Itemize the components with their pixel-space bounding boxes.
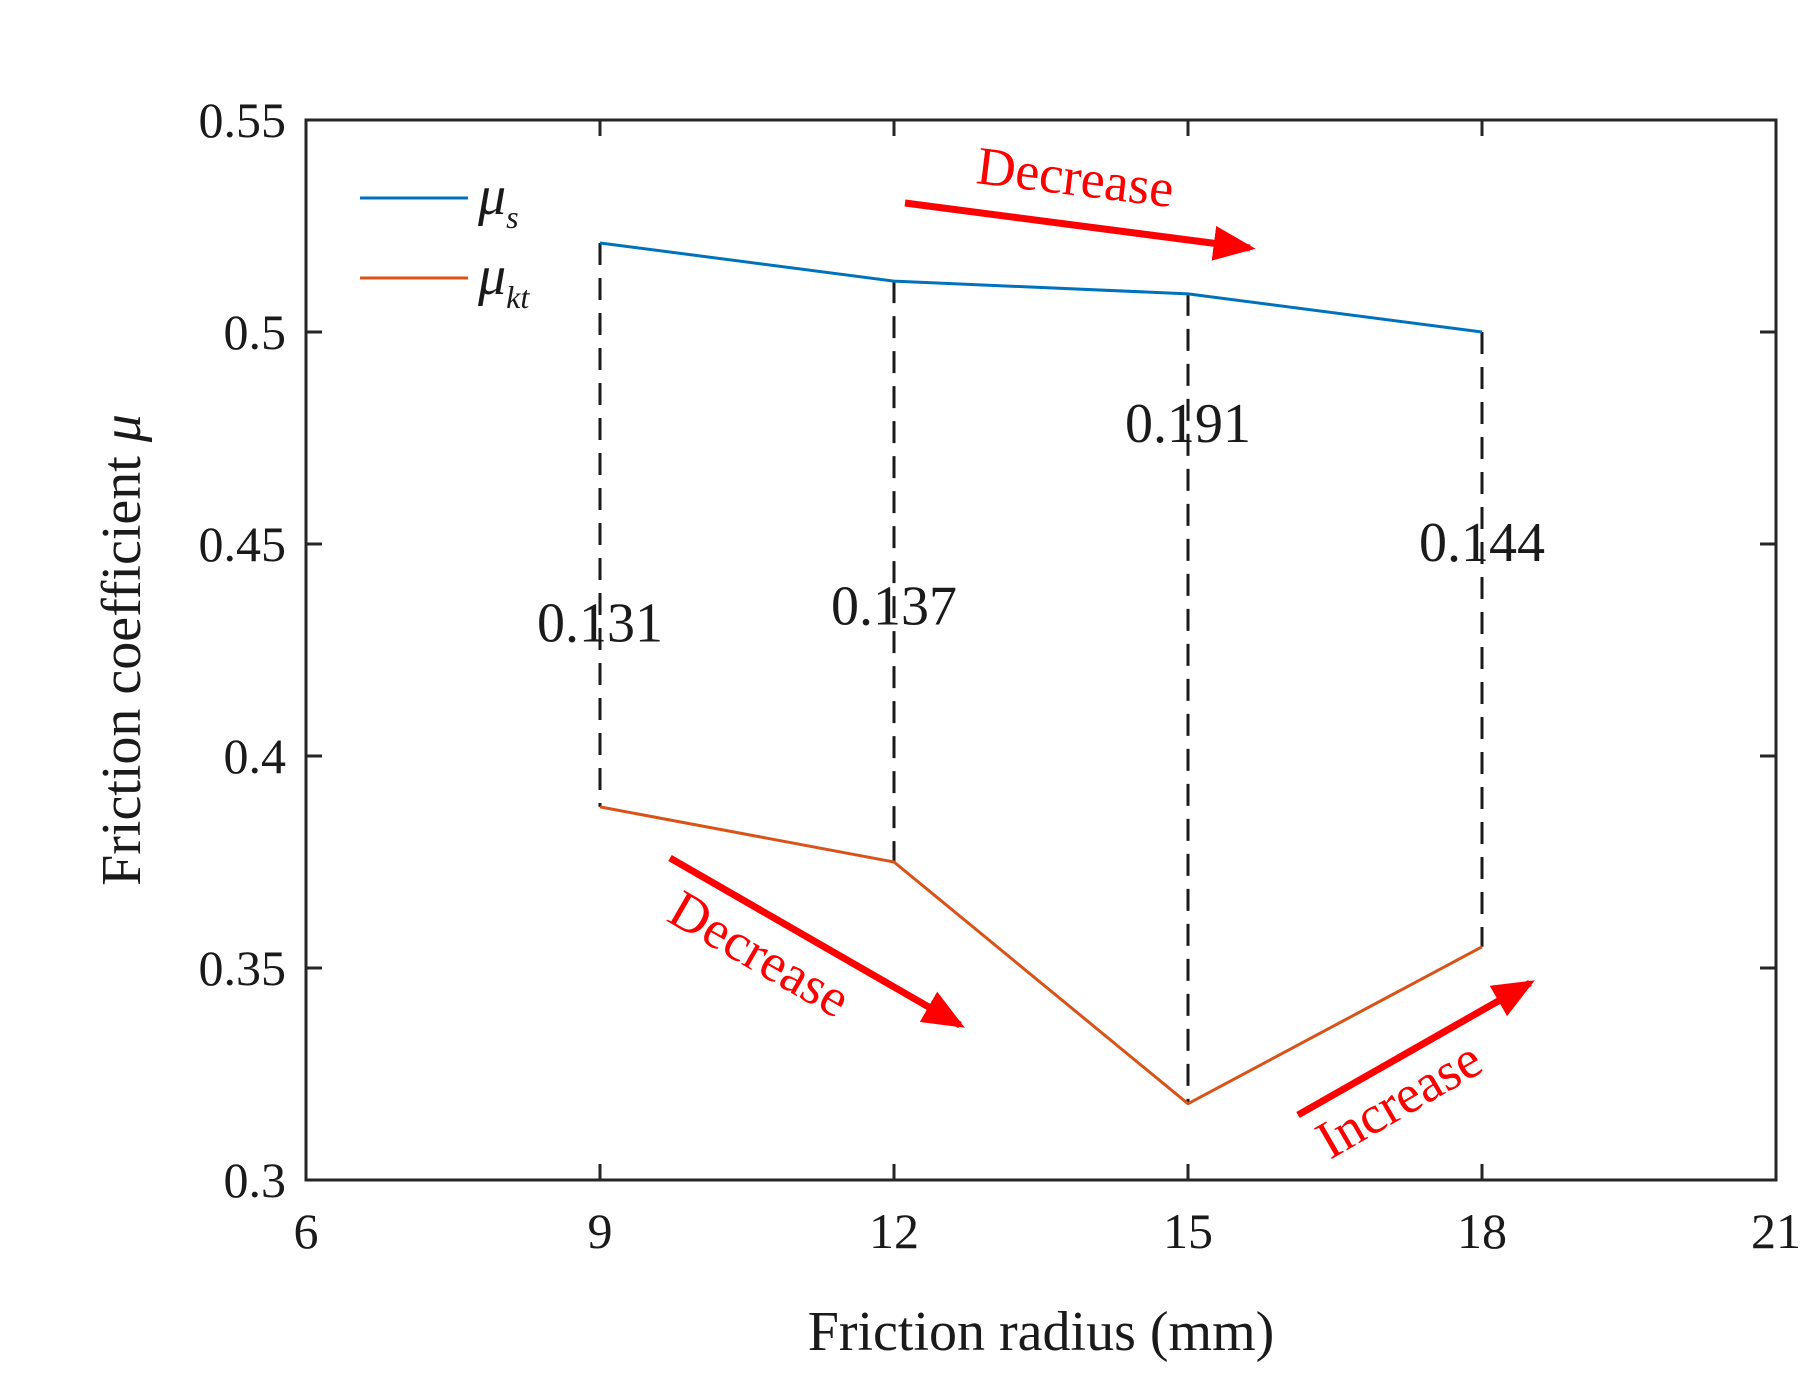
y-axis-title-text: Friction coefficient [91, 442, 153, 886]
x-tick-label: 18 [1457, 1203, 1507, 1259]
x-axis-title: Friction radius (mm) [808, 1301, 1275, 1363]
y-tick-label: 0.55 [199, 92, 287, 148]
trend-arrow-icon [904, 199, 1256, 261]
trend-label: Decrease [974, 135, 1178, 219]
difference-labels: 0.131 0.137 0.191 0.144 [537, 393, 1545, 654]
axis-tick-labels: 6 9 12 15 18 21 0.3 0.35 0.4 0.45 0.5 0.55 [199, 92, 1802, 1259]
x-tick-label: 6 [294, 1203, 319, 1259]
series-line-mu-s [599, 241, 1483, 334]
y-tick-label: 0.3 [224, 1152, 287, 1208]
plot-frame [304, 118, 1778, 1182]
trend-annotation-mu-kt-decrease: Decrease [659, 854, 965, 1029]
data-series [599, 241, 1483, 1106]
y-axis-title: Friction coefficient μ [91, 414, 153, 886]
x-tick-label: 15 [1163, 1203, 1213, 1259]
trend-label: Increase [1306, 1029, 1492, 1171]
x-tick-label: 9 [588, 1203, 613, 1259]
trend-arrow-icon [668, 854, 965, 1029]
legend: μs μkt [360, 165, 530, 315]
difference-dashed-lines [598, 242, 1484, 1104]
difference-label: 0.191 [1125, 393, 1251, 455]
legend-label-mu-s: μs [477, 165, 519, 235]
y-axis-title-symbol: μ [91, 414, 153, 443]
y-tick-label: 0.35 [199, 940, 287, 996]
series-line-mu-kt [599, 805, 1483, 1106]
difference-label: 0.131 [537, 593, 663, 655]
y-tick-label: 0.4 [224, 728, 287, 784]
trend-annotation-mu-kt-increase: Increase [1296, 979, 1535, 1171]
trend-arrow-icon [1296, 979, 1535, 1119]
difference-label: 0.137 [831, 576, 957, 638]
x-tick-label: 21 [1751, 1203, 1801, 1259]
legend-label-mu-kt: μkt [477, 245, 530, 315]
difference-label: 0.144 [1419, 512, 1545, 574]
trend-annotation-mu-s-decrease: Decrease [904, 135, 1256, 261]
axis-ticks [304, 118, 1778, 1182]
y-tick-label: 0.5 [224, 304, 287, 360]
x-tick-label: 12 [869, 1203, 919, 1259]
y-tick-label: 0.45 [199, 516, 287, 572]
